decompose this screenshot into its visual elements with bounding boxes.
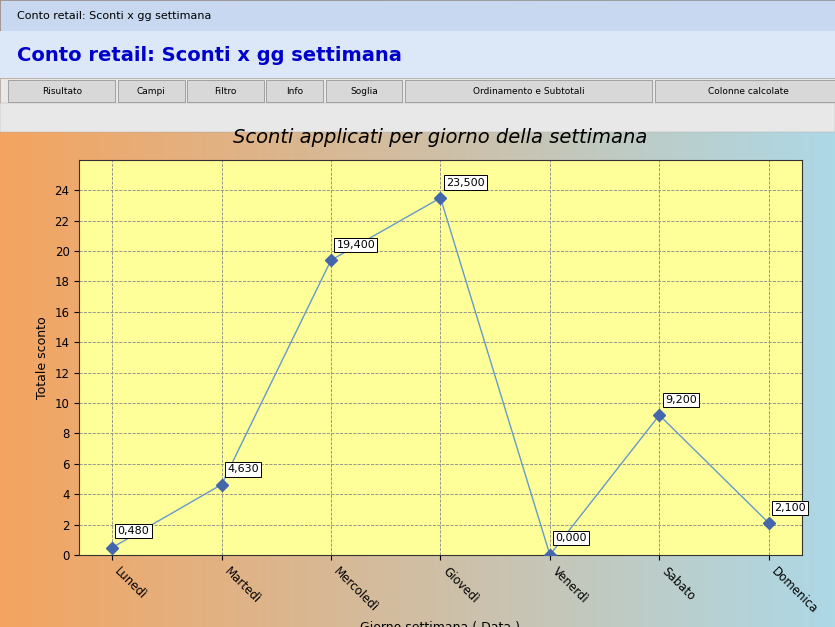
Text: Ordinamento e Subtotali: Ordinamento e Subtotali [473,87,584,96]
Text: Filtro: Filtro [215,87,236,96]
FancyBboxPatch shape [326,80,402,102]
Text: Soglia: Soglia [350,87,378,96]
Text: Conto retail: Sconti x gg settimana: Conto retail: Sconti x gg settimana [17,11,211,21]
FancyBboxPatch shape [266,80,323,102]
FancyBboxPatch shape [8,80,115,102]
Text: 9,200: 9,200 [665,395,696,405]
Text: 2,100: 2,100 [774,503,806,513]
Text: 0,000: 0,000 [555,533,587,543]
Text: Campi: Campi [137,87,165,96]
FancyBboxPatch shape [405,80,652,102]
Text: 23,500: 23,500 [446,177,484,187]
Text: Colonne calcolate: Colonne calcolate [708,87,788,96]
FancyBboxPatch shape [0,78,835,103]
FancyBboxPatch shape [655,80,835,102]
Y-axis label: Totale sconto: Totale sconto [36,316,49,399]
FancyBboxPatch shape [0,103,835,132]
Title: Sconti applicati per giorno della settimana: Sconti applicati per giorno della settim… [233,128,648,147]
Text: 4,630: 4,630 [227,465,259,475]
Text: Info: Info [286,87,303,96]
Text: Conto retail: Sconti x gg settimana: Conto retail: Sconti x gg settimana [17,46,402,65]
X-axis label: Giorno settimana ( Data ): Giorno settimana ( Data ) [361,621,520,627]
Text: 0,480: 0,480 [118,526,149,536]
FancyBboxPatch shape [118,80,185,102]
FancyBboxPatch shape [0,0,835,31]
Text: Risultato: Risultato [42,87,82,96]
Text: 19,400: 19,400 [337,240,375,250]
FancyBboxPatch shape [0,31,835,78]
FancyBboxPatch shape [187,80,264,102]
